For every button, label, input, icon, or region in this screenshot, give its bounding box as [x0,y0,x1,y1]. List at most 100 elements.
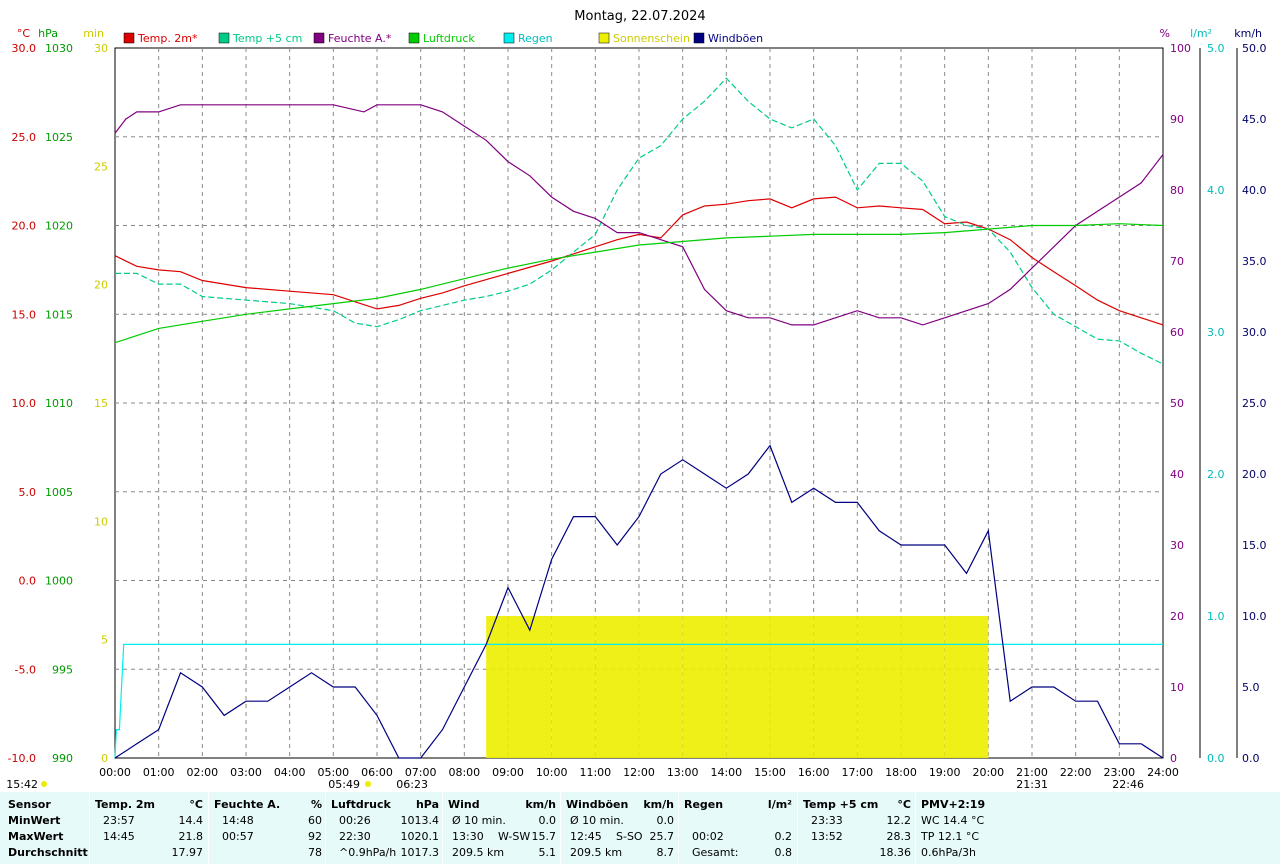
x-tick-label: 22:00 [1060,766,1092,779]
column-separator [678,792,679,864]
series-line-luftdruck [114,223,1164,344]
left_temp-tick-label: -5.0 [15,663,36,676]
sunshine-bar [813,616,858,758]
right_wind-tick-label: 0.0 [1242,752,1260,765]
x-tick-label: 04:00 [274,766,306,779]
left_sun-tick-label: 25 [94,160,108,173]
stat-column-unit: hPa [415,798,439,811]
column-separator [797,792,798,864]
right_humidity-tick-label: 20 [1170,610,1184,623]
stat-value: 17.97 [171,846,204,859]
left_pressure-tick-label: 1020 [45,220,73,233]
sun-icon [365,781,371,787]
column-separator [208,792,209,864]
sunshine-bar [857,616,901,758]
x-tick-label: 01:00 [143,766,175,779]
right_rain-tick-label: 1.0 [1207,610,1225,623]
stat-value: 0.2 [774,830,793,843]
x-tick-label: 03:00 [230,766,262,779]
stat-column-unit: l/m² [767,798,792,811]
legend-label: Feuchte A.* [328,32,392,45]
x-tick-label: 24:00 [1147,766,1179,779]
stat-time: Ø 10 min. [452,814,506,827]
x-tick-label: 21:00 [1016,766,1048,779]
left_temp-tick-label: 25.0 [12,131,37,144]
stat-row-label: 0.6hPa/3h [921,846,977,859]
x-tick-label: 11:00 [579,766,611,779]
x-tick-label: 23:00 [1103,766,1135,779]
right_humidity-tick-label: 30 [1170,539,1184,552]
left_pressure-tick-label: 1010 [45,397,73,410]
stat-row-label: TP 12.1 °C [921,830,980,843]
right_wind-tick-label: 35.0 [1242,255,1267,268]
stat-value: 14.4 [178,814,204,827]
right_wind-tick-label: 10.0 [1242,610,1267,623]
stat-value: 0.8 [774,846,793,859]
right_humidity-tick-label: 70 [1170,255,1184,268]
stat-column-head: Temp +5 cm [803,798,879,811]
axis-unit-sun: min [83,27,104,40]
left_pressure-tick-label: 1015 [45,308,73,321]
series-line-feuchte-a- [114,104,1164,326]
stat-time: 23:33 [811,814,843,827]
right_wind-tick-label: 40.0 [1242,184,1267,197]
left_pressure-tick-label: 1005 [45,486,73,499]
column-separator [325,792,326,864]
x-tick-label: 06:00 [361,766,393,779]
left_sun-tick-label: 5 [101,634,108,647]
left_temp-tick-label: 15.0 [12,308,37,321]
stat-value: 60 [308,814,322,827]
stat-time: 209.5 km [452,846,505,859]
stat-value: 8.7 [656,846,675,859]
stat-value: 25.7 [649,830,675,843]
stat-time: 14:45 [103,830,135,843]
left_pressure-tick-label: 1025 [45,131,73,144]
stat-time: ^0.9hPa/h [339,846,397,859]
stat-value: 78 [308,846,322,859]
stat-column-unit: °C [897,798,911,811]
sun-icon [41,781,47,787]
right_wind-tick-label: 20.0 [1242,468,1267,481]
x-tick-label: 19:00 [929,766,961,779]
left_temp-tick-label: 0.0 [19,575,37,588]
marker-sunset-2: 22:46 [1112,778,1144,791]
legend-swatch [693,32,705,44]
column-separator [560,792,561,864]
legend-label: Regen [518,32,553,45]
stat-column-head: Wind [448,798,480,811]
right_rain-tick-label: 4.0 [1207,184,1225,197]
sunshine-bar [508,616,552,758]
stat-value: 5.1 [538,846,557,859]
x-tick-label: 17:00 [841,766,873,779]
right_humidity-tick-label: 10 [1170,681,1184,694]
legend-swatch [503,32,515,44]
stat-row-label: MinWert [8,814,61,827]
stat-column-unit: km/h [643,798,674,811]
stat-column-head: Sensor [8,798,51,811]
stat-column-head: PMV+2:19 [921,798,986,811]
stat-direction: S-SO [616,830,643,843]
stat-time: Ø 10 min. [570,814,624,827]
legend-swatch [408,32,420,44]
x-tick-label: 07:00 [405,766,437,779]
marker-sunrise: 05:49 [328,778,360,791]
sunshine-bar [486,616,508,758]
stat-value: 0.0 [538,814,557,827]
x-tick-label: 15:00 [754,766,786,779]
sunshine-bar [726,616,770,758]
stat-time: 00:57 [222,830,254,843]
stat-column-head: Windböen [566,798,629,811]
right_wind-tick-label: 5.0 [1242,681,1260,694]
right_rain-tick-label: 2.0 [1207,468,1225,481]
right_wind-tick-label: 50.0 [1242,42,1267,55]
sunshine-bar [944,616,989,758]
stat-row-label: WC 14.4 °C [921,814,985,827]
left_temp-tick-label: 20.0 [12,220,37,233]
axis-unit-pressure: hPa [38,27,58,40]
x-tick-label: 16:00 [798,766,830,779]
right_humidity-tick-label: 100 [1170,42,1191,55]
x-tick-label: 18:00 [885,766,917,779]
left_temp-tick-label: 10.0 [12,397,37,410]
left_sun-tick-label: 0 [101,752,108,765]
stat-value: 21.8 [178,830,204,843]
